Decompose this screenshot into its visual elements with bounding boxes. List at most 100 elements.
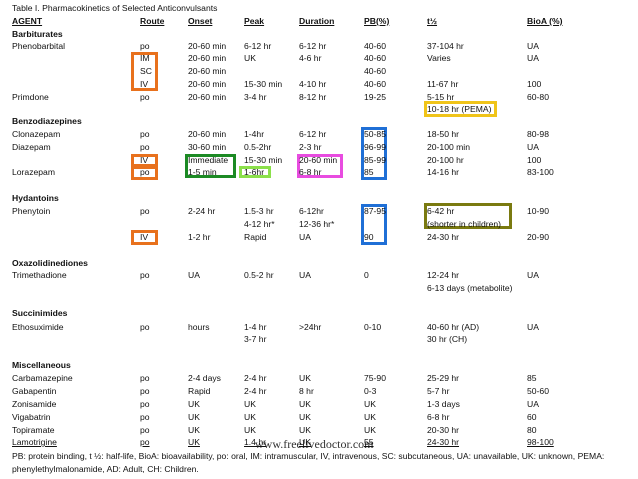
table-cell: 1.5-3 hr [244, 206, 274, 216]
table-cell: Immediate [188, 155, 229, 165]
table-cell: 19-25 [364, 92, 386, 102]
table-cell: 1-6hr [244, 167, 265, 177]
table-cell: po [140, 167, 150, 177]
table-cell: 10-18 hr (PEMA) [427, 104, 492, 114]
column-header: Onset [188, 16, 213, 26]
table-cell: Phenobarbital [12, 41, 66, 51]
table-cell: Vigabatrin [12, 412, 51, 422]
section-label: Oxazolidinediones [12, 258, 88, 268]
table-cell: Varies [427, 53, 451, 63]
highlight-box [361, 204, 387, 245]
table-cell: UA [299, 232, 311, 242]
highlight-box [424, 101, 497, 117]
table-cell: 4-6 hr [299, 53, 322, 63]
table-cell: 30 hr (CH) [427, 334, 468, 344]
table-cell: po [140, 92, 150, 102]
table-cell: 4-12 hr* [244, 219, 275, 229]
table-cell: 20-60 min [188, 53, 227, 63]
table-cell: UA [527, 53, 539, 63]
table-cell: 2-4 hr [244, 373, 267, 383]
table-cell: >24hr [299, 322, 322, 332]
table-cell: 3-4 hr [244, 92, 267, 102]
table-cell: 11-67 hr [427, 79, 459, 89]
table-cell: 24-30 hr [427, 437, 460, 447]
table-cell: 6-12 hr [244, 41, 272, 51]
highlight-box [361, 127, 387, 180]
section-label: Miscellaneous [12, 360, 71, 370]
table-cell: po [140, 129, 150, 139]
table-cell: 60-80 [527, 92, 549, 102]
table-cell: 18-50 hr [427, 129, 460, 139]
section-label: Succinimides [12, 308, 68, 318]
table-cell: po [140, 399, 150, 409]
table-cell: Clonazepam [12, 129, 61, 139]
table-cell: 40-60 [364, 66, 386, 76]
table-cell: po [140, 322, 150, 332]
table-cell: UK [364, 399, 376, 409]
table-cell: 40-60 hr (AD) [427, 322, 480, 332]
table-cell: UK [299, 437, 311, 447]
table-cell: IV [140, 155, 149, 165]
table-cell: po [140, 386, 150, 396]
table-cell: UK [244, 412, 256, 422]
table-cell: 0 [364, 270, 369, 280]
table-cell: hours [188, 322, 210, 332]
table-cell: UA [188, 270, 200, 280]
table-cell: 60 [527, 412, 537, 422]
highlight-box [297, 154, 343, 178]
table-cell: Diazepam [12, 142, 51, 152]
column-header: t½ [427, 16, 438, 26]
table-cell: po [140, 373, 150, 383]
table-cell: Topiramate [12, 425, 55, 435]
table-cell: 15-30 min [244, 155, 283, 165]
table-cell: UA [527, 270, 539, 280]
table-cell: 0.5-2 hr [244, 270, 274, 280]
table-cell: 20-60 min [299, 155, 338, 165]
table-cell: UK [244, 399, 256, 409]
table-cell: 85 [364, 167, 374, 177]
table-cell: Zonisamide [12, 399, 57, 409]
table-cell: 12-24 hr [427, 270, 460, 280]
table-cell: 85-99 [364, 155, 386, 165]
table-cell: 20-100 hr [427, 155, 464, 165]
table-cell: 1-5 min [188, 167, 217, 177]
table-cell: UA [527, 322, 539, 332]
table-cell: 2-4 hr [244, 386, 267, 396]
table-cell: 0.5-2hr [244, 142, 272, 152]
table-cell: IV [140, 232, 149, 242]
table-cell: UK [244, 53, 256, 63]
highlight-box [239, 166, 271, 178]
section-label: Barbiturates [12, 29, 63, 39]
table-cell: 2-24 hr [188, 206, 216, 216]
table-cell: 2-3 hr [299, 142, 322, 152]
table-cell: SC [140, 66, 152, 76]
table-cell: 6-13 days (metabolite) [427, 283, 513, 293]
table-cell: 24-30 hr [427, 232, 460, 242]
table-cell: 80-98 [527, 129, 549, 139]
table-cell: Gabapentin [12, 386, 57, 396]
column-header: PB(%) [364, 16, 390, 26]
table-cell: 30-60 min [188, 142, 227, 152]
table-cell: po [140, 425, 150, 435]
table-cell: 55 [364, 437, 374, 447]
table-cell: UA [527, 41, 539, 51]
table-cell: 50-60 [527, 386, 549, 396]
table-cell: 100 [527, 79, 542, 89]
table-cell: Rapid [244, 232, 267, 242]
table-cell: po [140, 270, 150, 280]
table-cell: Rapid [188, 386, 211, 396]
table-cell: 1-2 hr [188, 232, 211, 242]
highlight-box [131, 230, 158, 245]
table-cell: Lamotrigine [12, 437, 57, 447]
highlight-box [131, 154, 158, 167]
table-cell: 96-99 [364, 142, 386, 152]
table-cell: UA [527, 142, 539, 152]
table-cell: Primdone [12, 92, 49, 102]
highlight-box [424, 203, 512, 229]
table-cell: UK [299, 425, 311, 435]
table-cell: IV [140, 79, 149, 89]
table-cell: 15-30 min [244, 79, 283, 89]
table-cell: 6-42 hr [427, 206, 455, 216]
table-cell: 6-12 hr [299, 129, 327, 139]
